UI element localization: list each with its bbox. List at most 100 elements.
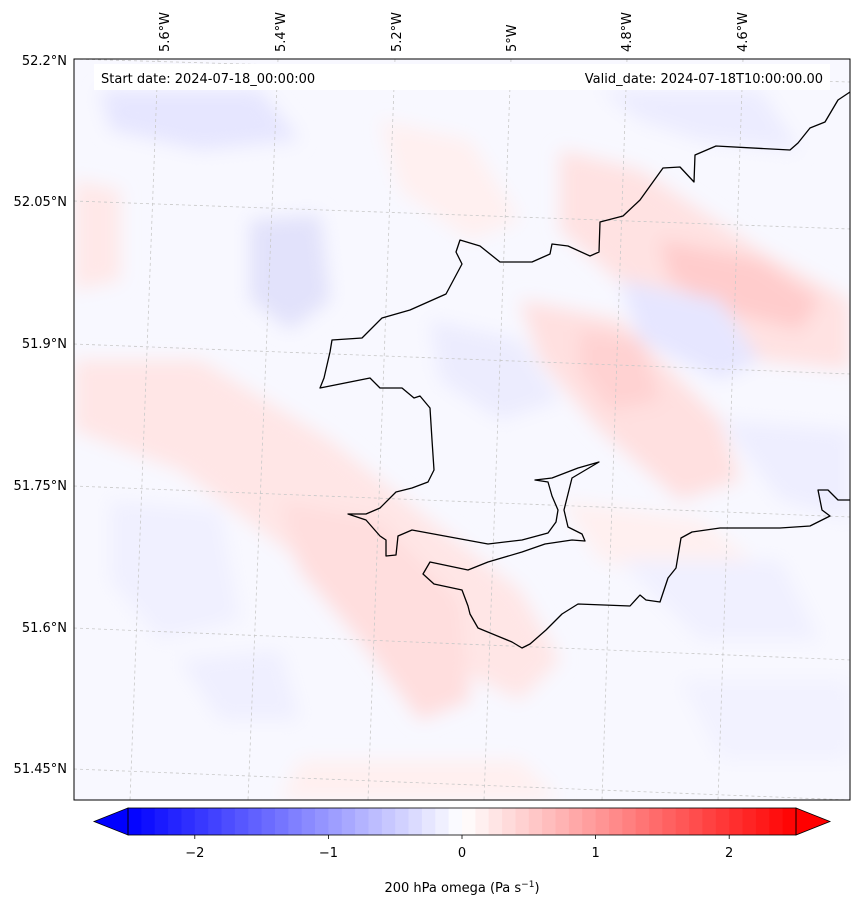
colorbar-segment xyxy=(689,808,704,835)
longitude-labels: 5.6°W 5.4°W 5.2°W 5°W 4.8°W 4.6°W xyxy=(158,12,751,52)
lat-label: 51.9°N xyxy=(22,337,67,352)
colorbar-segment xyxy=(555,808,570,835)
colorbar-segment xyxy=(649,808,663,835)
lon-label: 5.4°W xyxy=(274,12,289,52)
colorbar-segment xyxy=(568,808,583,835)
colorbar-segment xyxy=(528,808,543,835)
colorbar-segment xyxy=(755,808,770,835)
colorbar-label-exponent: −1 xyxy=(521,880,534,890)
colorbar-tick-label: −2 xyxy=(185,846,204,861)
colorbar-segment xyxy=(542,808,557,835)
lat-label: 52.05°N xyxy=(14,195,67,210)
colorbar-segment xyxy=(421,808,436,835)
negative-band-1 xyxy=(100,90,300,150)
lat-label: 51.75°N xyxy=(14,479,67,494)
colorbar-segment xyxy=(448,808,463,835)
colorbar-segment xyxy=(662,808,677,835)
colorbar-extend-max xyxy=(795,807,832,836)
colorbar-segment xyxy=(635,808,650,835)
colorbar-segment xyxy=(274,808,289,835)
colorbar-segment xyxy=(154,808,169,835)
colorbar-segment xyxy=(782,808,797,835)
colorbar-tick-label: 2 xyxy=(725,846,733,861)
lon-label: 5°W xyxy=(505,24,520,52)
positive-core-2 xyxy=(580,330,660,410)
colorbar-extend-min xyxy=(92,807,129,836)
meridian-5-4w xyxy=(247,59,279,800)
colorbar-segment xyxy=(769,808,784,835)
lat-label: 51.45°N xyxy=(14,762,67,777)
colorbar-segment xyxy=(502,808,517,835)
latitude-labels: 52.2°N 52.05°N 51.9°N 51.75°N 51.6°N 51.… xyxy=(14,54,67,777)
coastline-north xyxy=(319,91,850,649)
colorbar-tick-label: −1 xyxy=(319,846,338,861)
colorbar-segment xyxy=(475,808,490,835)
colorbar-segment xyxy=(582,808,597,835)
lat-label: 51.6°N xyxy=(22,621,67,636)
colorbar-segment xyxy=(234,808,249,835)
colorbar-label-close: ) xyxy=(534,881,539,896)
positive-band-2 xyxy=(280,500,470,720)
map-panel: Start date: 2024-07-18_00:00:00 Valid_da… xyxy=(74,59,850,800)
negative-band-6 xyxy=(720,420,850,520)
valid-date-label: Valid_date: 2024-07-18T10:00:00.00 xyxy=(585,72,823,87)
date-banner xyxy=(94,64,830,90)
colorbar-segment xyxy=(341,808,356,835)
colorbar-segment xyxy=(128,808,142,835)
colorbar: −2 −1 0 1 2 200 hPa omega (Pa s−1) xyxy=(92,807,832,896)
colorbar-segment xyxy=(221,808,236,835)
colorbar-segment xyxy=(702,808,717,835)
negative-band-2 xyxy=(250,215,330,330)
negative-band-5 xyxy=(430,320,560,420)
colorbar-segment xyxy=(742,808,757,835)
colorbar-tick-label: 1 xyxy=(591,846,599,861)
negative-band-7 xyxy=(110,500,240,640)
colorbar-segment xyxy=(381,808,396,835)
colorbar-segment xyxy=(488,808,503,835)
colorbar-segment xyxy=(368,808,383,835)
omega-field xyxy=(74,90,850,800)
negative-band-3 xyxy=(620,280,760,380)
colorbar-segment xyxy=(408,808,423,835)
colorbar-segment xyxy=(208,808,223,835)
lon-label: 4.6°W xyxy=(736,12,751,52)
lat-label: 52.2°N xyxy=(22,54,67,69)
colorbar-segment xyxy=(515,808,530,835)
colorbar-segment xyxy=(435,808,450,835)
colorbar-segment xyxy=(608,808,623,835)
colorbar-segment xyxy=(355,808,370,835)
coastline xyxy=(319,91,850,649)
start-date-label: Start date: 2024-07-18_00:00:00 xyxy=(101,72,315,87)
colorbar-segment xyxy=(194,808,209,835)
colorbar-segment xyxy=(141,808,156,835)
lon-label: 5.6°W xyxy=(158,12,173,52)
negative-band-4 xyxy=(600,90,800,150)
positive-band-8 xyxy=(280,760,560,800)
colorbar-segment xyxy=(595,808,610,835)
negative-band-9 xyxy=(620,560,820,640)
colorbar-segments xyxy=(128,808,797,835)
colorbar-segment xyxy=(181,808,196,835)
colorbar-segment xyxy=(288,808,303,835)
colorbar-segment xyxy=(248,808,263,835)
colorbar-segment xyxy=(261,808,276,835)
colorbar-segment xyxy=(395,808,410,835)
lon-label: 5.2°W xyxy=(390,12,405,52)
negative-band-8 xyxy=(180,650,300,720)
gridlines xyxy=(74,59,850,800)
positive-core-1 xyxy=(660,240,820,330)
colorbar-label: 200 hPa omega (Pa s−1) xyxy=(384,880,539,896)
colorbar-segment xyxy=(301,808,316,835)
colorbar-segment xyxy=(622,808,637,835)
colorbar-segment xyxy=(328,808,343,835)
colorbar-segment xyxy=(675,808,690,835)
positive-band-6 xyxy=(74,180,120,290)
map-frame xyxy=(73,58,851,801)
colorbar-tick-label: 0 xyxy=(458,846,466,861)
colorbar-segment xyxy=(729,808,744,835)
negative-band-10 xyxy=(680,680,850,760)
positive-band-5 xyxy=(380,120,520,240)
colorbar-segment xyxy=(715,808,730,835)
colorbar-ticks: −2 −1 0 1 2 xyxy=(185,835,733,861)
